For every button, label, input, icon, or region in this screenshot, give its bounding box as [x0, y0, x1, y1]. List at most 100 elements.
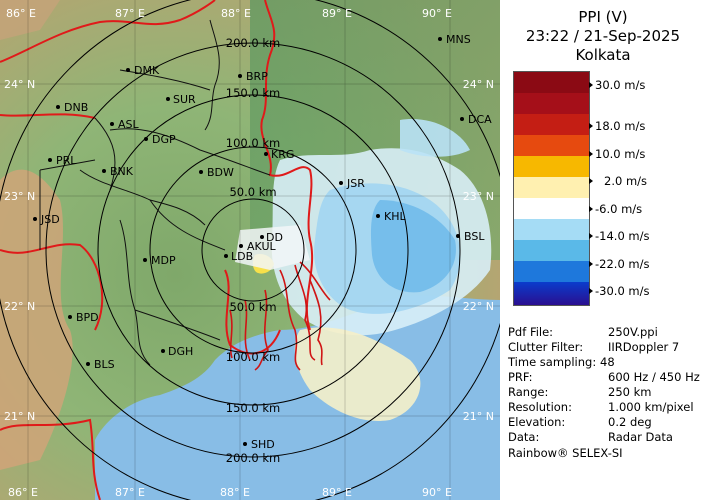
color-swatch — [514, 240, 589, 261]
info-elevation: Elevation: 0.2 deg — [508, 415, 652, 429]
ring-label-south-200: 200.0 km — [226, 451, 280, 465]
city-label-dmk[interactable]: DMK — [134, 64, 160, 77]
city-markers: MNS DMK BRP DNB SUR ASL DGP KRG DCA PR — [33, 33, 492, 451]
color-swatch — [514, 177, 589, 198]
color-swatch — [514, 156, 589, 177]
city-dot-icon — [438, 37, 442, 41]
city-dot-icon — [456, 234, 460, 238]
lat-label-left: 24° N — [4, 78, 35, 91]
radar-map[interactable]: 200.0 km 150.0 km 100.0 km 50.0 km 50.0 … — [0, 0, 500, 500]
scale-label: -22.0 m/s — [595, 257, 650, 271]
product-title: PPI (V) — [578, 8, 628, 26]
info-time-sampling: Time sampling: 48 — [508, 355, 615, 369]
product-datetime: 23:22 / 21-Sep-2025 — [525, 27, 681, 45]
range-ring-50km — [201, 198, 305, 302]
city-label-brp[interactable]: BRP — [246, 70, 268, 83]
ring-label-south-100: 100.0 km — [226, 350, 280, 364]
city-dot-icon — [260, 235, 264, 239]
scale-tick-icon — [589, 206, 593, 212]
city-label-khl[interactable]: KHL — [384, 210, 406, 223]
echo-region-south — [294, 327, 421, 421]
lat-label-left: 22° N — [4, 300, 35, 313]
city-dot-icon — [238, 74, 242, 78]
city-label-jsd[interactable]: JSD — [40, 213, 60, 226]
scale-label: 2.0 m/s — [604, 174, 648, 188]
city-dot-icon — [243, 442, 247, 446]
city-dot-icon — [48, 158, 52, 162]
info-pdf-file: Pdf File: 250V.ppi — [508, 325, 658, 339]
city-label-dca[interactable]: DCA — [468, 113, 492, 126]
city-dot-icon — [56, 105, 60, 109]
longitude-labels-bottom: 86° E 87° E 88° E 89° E 90° E — [8, 486, 452, 499]
city-dot-icon — [239, 244, 243, 248]
scale-label: -6.0 m/s — [595, 202, 643, 216]
clutter-near-radar — [235, 225, 310, 270]
scale-label: 10.0 m/s — [595, 147, 646, 161]
city-label-prl[interactable]: PRL — [56, 154, 77, 167]
city-dot-icon — [143, 258, 147, 262]
scale-tick-icon — [589, 261, 593, 267]
city-dot-icon — [339, 181, 343, 185]
footer-credit: Rainbow® SELEX-SI — [508, 446, 623, 460]
info-value: 250 km — [608, 385, 652, 399]
info-key: Data: — [508, 430, 540, 444]
latitude-labels-left: 24° N 23° N 22° N 21° N — [4, 78, 35, 423]
info-range: Range: 250 km — [508, 385, 651, 399]
range-ring-100km — [149, 146, 357, 354]
city-dot-icon — [264, 152, 268, 156]
info-prf: PRF: 600 Hz / 450 Hz — [508, 370, 700, 384]
city-dot-icon — [102, 169, 106, 173]
city-label-bsl[interactable]: BSL — [464, 230, 485, 243]
city-label-asl[interactable]: ASL — [118, 118, 140, 131]
lat-label-right: 23° N — [463, 190, 494, 203]
city-label-sur[interactable]: SUR — [173, 93, 196, 106]
city-label-bnk[interactable]: BNK — [110, 165, 134, 178]
info-data: Data: Radar Data — [508, 430, 673, 444]
echo-region-north — [400, 119, 470, 157]
longitude-labels-top: 86° E 87° E 88° E 89° E 90° E — [6, 7, 452, 20]
city-label-shd[interactable]: SHD — [251, 438, 275, 451]
city-dot-icon — [33, 217, 37, 221]
info-value: 1.000 km/pixel — [608, 400, 694, 414]
info-key: Elevation: — [508, 415, 566, 429]
lon-label-bottom: 86° E — [8, 486, 38, 499]
city-label-akul[interactable]: AKUL — [247, 240, 276, 253]
color-swatch — [514, 282, 589, 305]
lon-label-top: 87° E — [115, 7, 145, 20]
city-label-dd[interactable]: DD — [266, 231, 283, 244]
city-dot-icon — [460, 117, 464, 121]
info-value: 48 — [600, 355, 615, 369]
scale-label: 30.0 m/s — [595, 78, 646, 92]
echo-region-core — [370, 200, 456, 293]
city-dot-icon — [224, 254, 228, 258]
city-label-krg[interactable]: KRG — [271, 148, 294, 161]
color-swatch — [514, 219, 589, 240]
city-label-dnb[interactable]: DNB — [64, 101, 88, 114]
city-dot-icon — [161, 349, 165, 353]
city-label-ldb[interactable]: LDB — [231, 250, 253, 263]
city-dot-icon — [144, 137, 148, 141]
scale-tick-icon — [589, 178, 593, 184]
city-dot-icon — [86, 362, 90, 366]
city-label-bdw[interactable]: BDW — [207, 166, 234, 179]
city-label-bpd[interactable]: BPD — [76, 311, 99, 324]
lat-label-right: 22° N — [463, 300, 494, 313]
ring-label-north-150: 150.0 km — [226, 86, 280, 100]
city-label-mns[interactable]: MNS — [446, 33, 471, 46]
info-resolution: Resolution: 1.000 km/pixel — [508, 400, 694, 414]
range-ring-200km — [45, 42, 461, 458]
city-label-dgh[interactable]: DGH — [168, 345, 193, 358]
lat-label-left: 21° N — [4, 410, 35, 423]
city-label-dgp[interactable]: DGP — [152, 133, 176, 146]
info-key: Resolution: — [508, 400, 572, 414]
color-swatch — [514, 135, 589, 156]
info-key: Range: — [508, 385, 549, 399]
city-label-bls[interactable]: BLS — [94, 358, 115, 371]
ring-labels: 200.0 km 150.0 km 100.0 km 50.0 km 50.0 … — [226, 36, 280, 465]
lon-label-top: 89° E — [322, 7, 352, 20]
lon-label-bottom: 89° E — [322, 486, 352, 499]
borders-international — [0, 0, 314, 500]
city-label-mdp[interactable]: MDP — [151, 254, 176, 267]
city-label-jsr[interactable]: JSR — [346, 177, 365, 190]
